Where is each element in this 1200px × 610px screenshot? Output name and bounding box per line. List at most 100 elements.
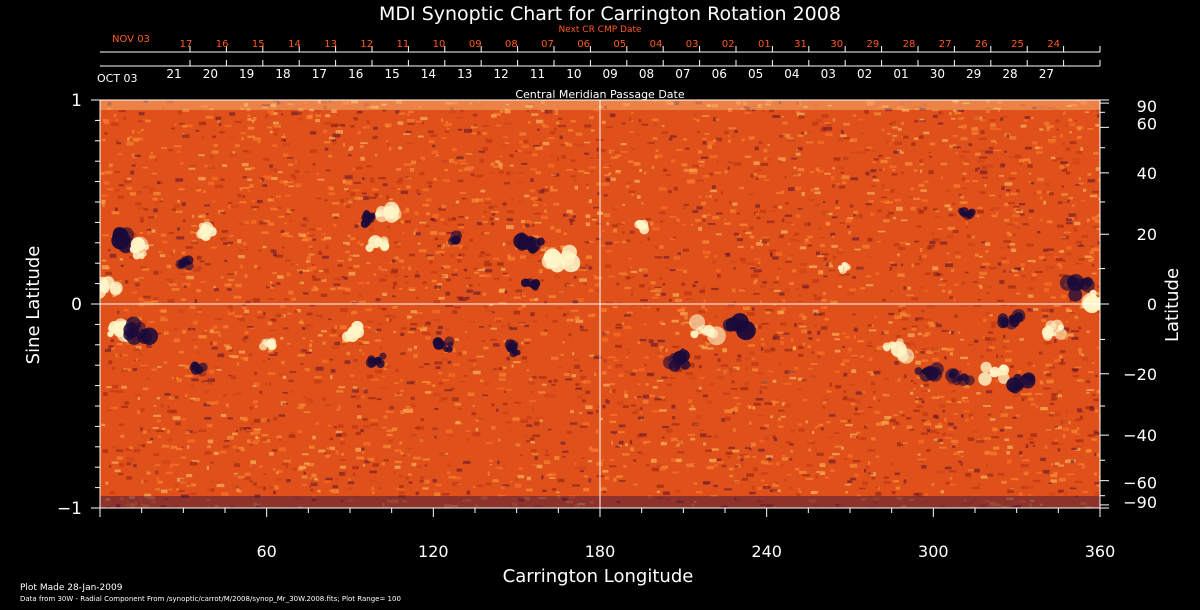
active-region-negative [123, 316, 158, 345]
region-blob [107, 331, 114, 338]
y-right-tick-label: 60 [1137, 114, 1157, 133]
region-blob [382, 244, 388, 249]
region-blob [556, 254, 566, 264]
region-blob [1013, 381, 1023, 390]
active-region-negative [360, 210, 376, 228]
active-region-negative [432, 336, 455, 353]
region-blob [1019, 373, 1036, 389]
next-cmp-date-label: 04 [650, 39, 663, 50]
region-blob [446, 346, 453, 353]
active-region-positive [259, 337, 277, 351]
y-right-tick-label: −60 [1123, 474, 1157, 493]
region-blob [261, 338, 267, 345]
next-cmp-date-label: 14 [288, 39, 301, 50]
region-blob [962, 211, 972, 220]
cmp-date-label: 20 [203, 67, 218, 81]
active-region-positive [978, 361, 1010, 386]
active-region-negative [513, 232, 545, 254]
next-cmp-date-label: 01 [758, 39, 771, 50]
cmp-date-label: 30 [930, 67, 945, 81]
cmp-date-label: 28 [1002, 67, 1017, 81]
region-blob [890, 341, 907, 358]
region-blob [846, 265, 850, 270]
cmp-date-label: 15 [384, 67, 399, 81]
active-region-positive [882, 338, 915, 364]
active-region-negative [365, 352, 387, 369]
next-cmp-date-label: 05 [613, 39, 626, 50]
region-blob [198, 362, 208, 372]
next-cmp-date-label: 16 [216, 39, 229, 50]
region-blob [1041, 326, 1054, 339]
active-region-negative [189, 361, 208, 376]
cmp-date-label: 13 [457, 67, 472, 81]
region-blob [506, 339, 519, 352]
region-blob [368, 216, 375, 223]
region-blob [1067, 274, 1085, 292]
texture-layer [101, 100, 1100, 508]
y-left-tick-label: −1 [57, 499, 82, 519]
next-cmp-date-label: 29 [866, 39, 879, 50]
region-blob [989, 369, 998, 378]
region-blob [139, 332, 146, 339]
y-right-tick-label: 20 [1137, 225, 1157, 244]
region-blob [957, 373, 970, 386]
region-blob [1013, 312, 1024, 322]
active-regions [100, 201, 1100, 394]
active-region-negative [663, 349, 691, 372]
x-tick-label: 60 [256, 542, 276, 561]
region-blob [643, 223, 649, 230]
region-blob [680, 359, 691, 370]
cmp-date-label: 11 [530, 67, 545, 81]
next-cmp-date-label: 11 [397, 39, 410, 50]
active-region-positive [375, 201, 402, 223]
x-axis-label: Carrington Longitude [503, 566, 694, 587]
next-cmp-date-label: 08 [505, 39, 518, 50]
y-right-tick-label: −20 [1123, 365, 1157, 384]
next-cmp-month-label: NOV 03 [112, 34, 150, 45]
region-blob [432, 337, 443, 348]
region-blob [1089, 289, 1097, 297]
active-region-positive [634, 219, 649, 235]
magnetogram-map [100, 100, 1100, 508]
active-region-positive [541, 244, 581, 273]
region-blob [449, 236, 456, 243]
x-axis: 60 120 180 240 300 360 [99, 508, 1115, 561]
cmp-date-label: 01 [893, 67, 908, 81]
region-blob [837, 265, 844, 271]
region-blob [997, 313, 1009, 324]
next-cmp-date-label: 24 [1047, 39, 1060, 50]
y-axis-left-label: Sine Latitude [23, 246, 44, 365]
region-blob [561, 253, 581, 273]
cmp-date-label: 07 [675, 67, 690, 81]
active-region-negative [1006, 372, 1036, 394]
next-cmp-date-label: 13 [324, 39, 337, 50]
next-cmp-date-label: 10 [433, 39, 446, 50]
region-blob [527, 243, 538, 254]
next-cmp-date-label: 25 [1011, 39, 1024, 50]
active-region-negative [447, 230, 462, 246]
next-cmp-date-label: 12 [360, 39, 373, 50]
region-blob [373, 237, 383, 247]
region-blob [980, 361, 992, 373]
y-left-tick-label: 1 [71, 91, 82, 111]
region-blob [743, 326, 752, 335]
y-right-tick-label: −90 [1123, 493, 1157, 512]
cmp-date-label: 12 [494, 67, 509, 81]
cmp-date-label: 05 [748, 67, 763, 81]
region-blob [351, 320, 364, 334]
region-blob [140, 327, 158, 345]
region-blob [345, 332, 351, 337]
cmp-date-label: 21 [166, 67, 181, 81]
region-blob [196, 229, 206, 239]
region-blob [707, 326, 726, 346]
data-source-text: Data from 30W - Radial Component From /s… [20, 595, 401, 603]
region-blob [1051, 331, 1057, 337]
next-cmp-label: Next CR CMP Date [558, 25, 642, 35]
y-left-tick-label: 0 [71, 295, 82, 315]
y-right-tick-label: −40 [1123, 426, 1157, 445]
region-blob [184, 261, 194, 271]
active-region-negative [504, 339, 521, 358]
x-tick-label: 120 [418, 542, 449, 561]
region-blob [978, 372, 992, 386]
region-blob [882, 342, 891, 351]
